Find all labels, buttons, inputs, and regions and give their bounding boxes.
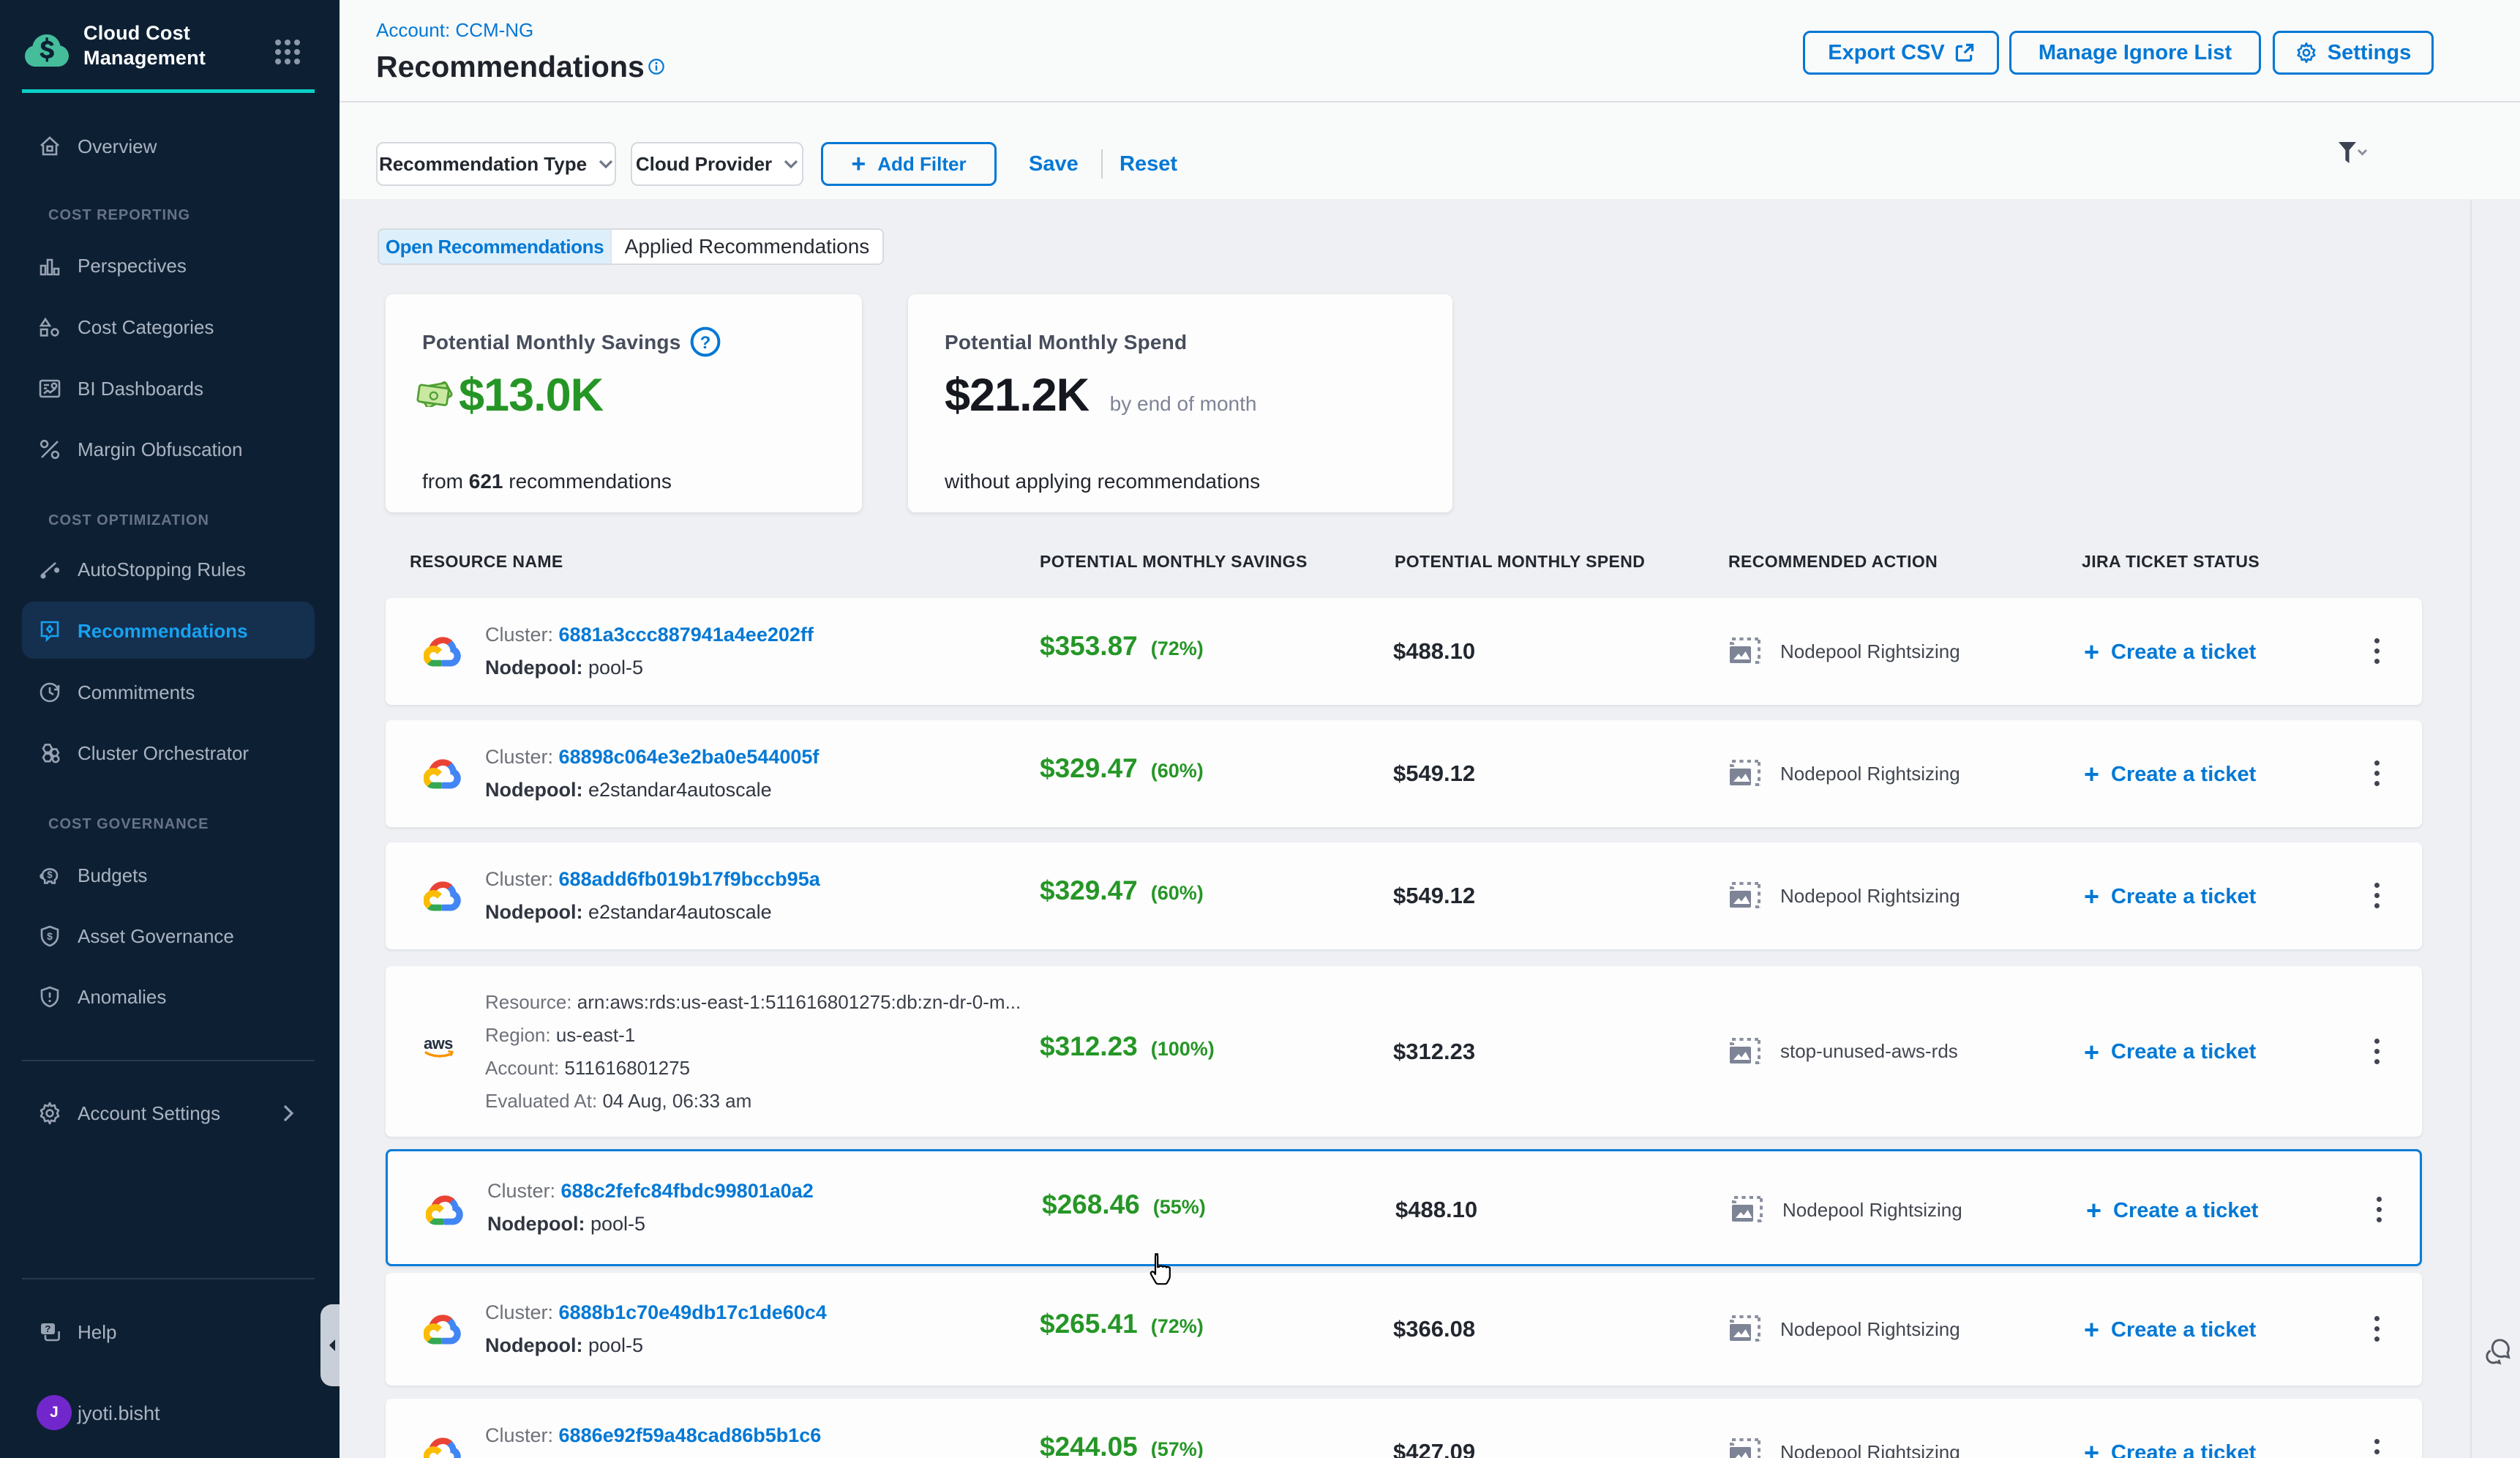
svg-text:$: $ [47, 930, 53, 942]
svg-text:aws: aws [424, 1034, 453, 1053]
svg-text:$: $ [47, 870, 53, 881]
svg-text:?: ? [45, 1323, 50, 1334]
svg-text:?: ? [700, 333, 711, 353]
